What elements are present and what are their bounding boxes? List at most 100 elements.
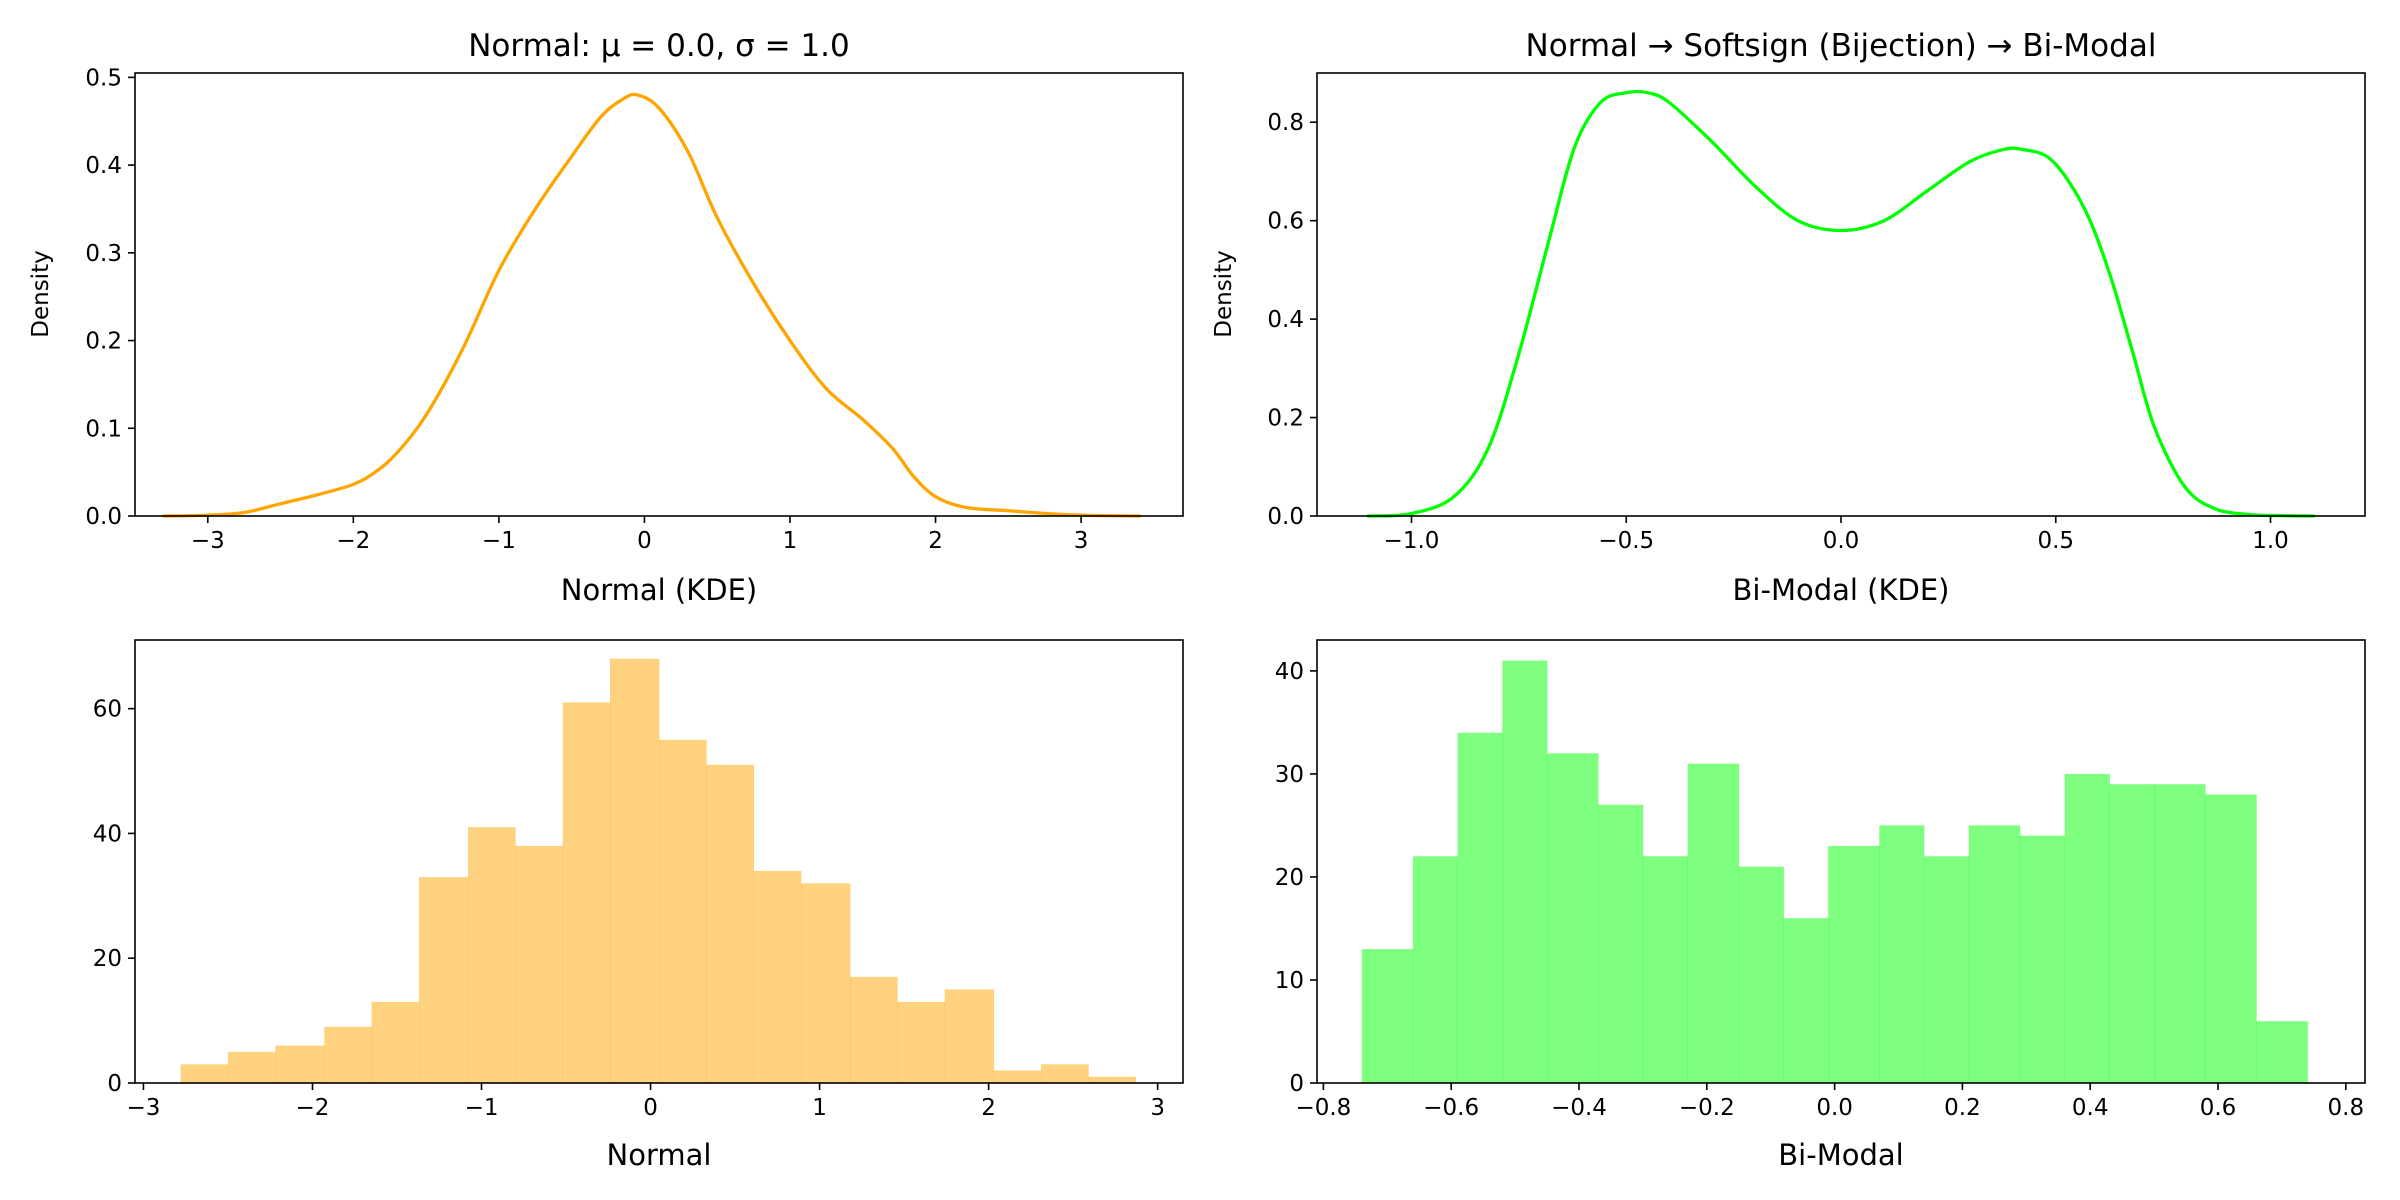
normal-kde-xtick-label-1: −2: [336, 528, 370, 554]
bimodal-hist-ytick-label-1: 10: [1275, 968, 1304, 994]
normal-hist-xtick-label-2: −1: [465, 1095, 499, 1121]
bimodal-hist-bar-14: [2019, 835, 2065, 1083]
bimodal-kde-line-0: [1366, 89, 2316, 518]
normal-kde-panel: Normal: μ = 0.0, σ = 1.0 −3 −2 −1 0 1 2 3 0.00…: [28, 28, 1184, 607]
normal-kde-yticks: 0.0 0.1 0.2 0.3 0.4 0.5: [85, 65, 135, 530]
normal-kde-line-0: [162, 92, 1141, 518]
normal-hist-bar-19: [1088, 1076, 1136, 1083]
normal-hist-bar-8: [562, 702, 611, 1083]
bimodal-hist-bar-17: [2154, 784, 2206, 1083]
bimodal-kde-title: Normal → Softsign (Bijection) → Bi-Modal: [1526, 28, 2157, 64]
bimodal-hist-xlabel: Bi-Modal: [1778, 1138, 1903, 1172]
bimodal-hist-bar-8: [1738, 866, 1784, 1083]
bimodal-hist-panel: −0.8 −0.6 −0.4 −0.2 0.0 0.2 0.4 0.6 0.8 0 10 20 30 4…: [1275, 639, 2366, 1172]
normal-hist-bar-0: [180, 1064, 229, 1083]
normal-hist-ytick-label-3: 60: [93, 697, 122, 723]
bimodal-hist-bar-13: [1968, 825, 2021, 1083]
bimodal-hist-frame: [1316, 639, 2366, 1084]
bimodal-hist-ytick-label-3: 30: [1275, 762, 1304, 788]
normal-kde-xtick-label-6: 3: [1074, 528, 1089, 554]
bimodal-hist-bar-18: [2205, 794, 2257, 1083]
normal-kde-xlabel: Normal (KDE): [561, 573, 757, 607]
bimodal-hist-ytick-label-2: 20: [1275, 865, 1304, 891]
normal-hist-bar-13: [801, 883, 851, 1083]
normal-hist-xtick-label-1: −2: [296, 1095, 330, 1121]
bimodal-hist-ytick-label-0: 0: [1289, 1071, 1304, 1097]
bimodal-hist-bar-9: [1783, 918, 1829, 1083]
bimodal-hist-xticks: −0.8 −0.6 −0.4 −0.2 0.0 0.2 0.4 0.6 0.8: [1295, 1083, 2364, 1121]
normal-hist-bar-9: [610, 658, 660, 1083]
bimodal-hist-xtick-label-6: 0.4: [2072, 1095, 2109, 1121]
bimodal-hist-bar-5: [1598, 804, 1644, 1083]
bimodal-kde-xticks: −1.0 −0.5 0.0 0.5 1.0: [1384, 516, 2289, 554]
bimodal-hist-bar-2: [1457, 732, 1503, 1083]
bimodal-hist-bar-15: [2064, 773, 2110, 1083]
normal-hist-xtick-label-6: 3: [1150, 1095, 1165, 1121]
normal-hist-bar-4: [371, 1001, 420, 1083]
normal-kde-ytick-label-3: 0.3: [85, 241, 122, 267]
normal-hist-bar-18: [1041, 1064, 1089, 1083]
normal-hist-xtick-label-3: 0: [643, 1095, 658, 1121]
bimodal-hist-xtick-label-7: 0.6: [2200, 1095, 2237, 1121]
bimodal-kde-ytick-label-1: 0.2: [1267, 406, 1304, 432]
normal-kde-title: Normal: μ = 0.0, σ = 1.0: [468, 28, 850, 64]
bimodal-hist-ytick-label-4: 40: [1275, 659, 1304, 685]
bimodal-kde-xtick-label-3: 0.5: [2037, 528, 2074, 554]
normal-kde-xtick-label-4: 1: [783, 528, 798, 554]
normal-kde-xtick-label-5: 2: [928, 528, 943, 554]
bimodal-hist-xtick-label-3: −0.2: [1679, 1095, 1735, 1121]
bimodal-hist-xtick-label-2: −0.4: [1551, 1095, 1607, 1121]
normal-kde-ytick-label-4: 0.4: [85, 153, 122, 179]
bimodal-hist-xtick-label-8: 0.8: [2328, 1095, 2365, 1121]
bimodal-kde-ytick-label-2: 0.4: [1267, 307, 1304, 333]
bimodal-hist-bar-11: [1879, 825, 1925, 1083]
normal-hist-bar-16: [944, 989, 995, 1083]
normal-kde-ytick-label-1: 0.1: [85, 416, 122, 442]
bimodal-kde-ytick-label-4: 0.8: [1267, 110, 1304, 136]
bimodal-kde-yticks: 0.0 0.2 0.4 0.6 0.8: [1267, 110, 1317, 530]
normal-kde-ytick-label-2: 0.2: [85, 329, 122, 355]
bimodal-hist-xtick-label-4: 0.0: [1816, 1095, 1853, 1121]
normal-hist-ytick-label-2: 40: [93, 821, 122, 847]
bimodal-hist-bar-6: [1642, 856, 1688, 1083]
normal-kde-xtick-label-2: −1: [482, 528, 516, 554]
bimodal-kde-panel: Normal → Softsign (Bijection) → Bi-Modal…: [1211, 28, 2366, 607]
normal-hist-xticks: −3 −2 −1 0 1 2 3: [126, 1083, 1165, 1121]
normal-kde-marks: [162, 92, 1141, 518]
bimodal-hist-marks: [1361, 660, 2308, 1083]
normal-hist-bar-2: [275, 1045, 325, 1083]
bimodal-kde-xlabel: Bi-Modal (KDE): [1733, 573, 1950, 607]
normal-hist-bar-11: [706, 764, 754, 1083]
normal-kde-ytick-label-0: 0.0: [85, 504, 122, 530]
bimodal-hist-bar-16: [2109, 784, 2155, 1083]
normal-hist-bar-12: [753, 870, 802, 1083]
bimodal-kde-ytick-label-3: 0.6: [1267, 209, 1304, 235]
bimodal-kde-ytick-label-0: 0.0: [1267, 504, 1304, 530]
normal-kde-ylabel: Density: [28, 250, 54, 337]
normal-kde-frame: [134, 72, 1184, 517]
bimodal-hist-xtick-label-0: −0.8: [1295, 1095, 1351, 1121]
bimodal-kde-marks: [1366, 89, 2316, 518]
bimodal-hist-bar-1: [1412, 856, 1458, 1083]
normal-hist-bar-3: [324, 1026, 372, 1083]
bimodal-hist-yticks: 0 10 20 30 40: [1275, 659, 1317, 1097]
normal-hist-bar-1: [228, 1051, 276, 1083]
normal-hist-bar-10: [659, 739, 707, 1083]
normal-kde-ytick-label-5: 0.5: [85, 65, 122, 91]
normal-kde-xticks: −3 −2 −1 0 1 2 3: [191, 516, 1089, 554]
bimodal-hist-xtick-label-5: 0.2: [1944, 1095, 1981, 1121]
normal-hist-xtick-label-0: −3: [126, 1095, 160, 1121]
normal-kde-xtick-label-0: −3: [191, 528, 225, 554]
bimodal-hist-bar-7: [1687, 763, 1740, 1083]
bimodal-hist-bar-12: [1924, 856, 1970, 1083]
normal-hist-panel: −3 −2 −1 0 1 2 3 0 20 40 60 Normal: [93, 639, 1184, 1172]
normal-hist-bar-6: [468, 827, 516, 1083]
bimodal-hist-bar-3: [1502, 660, 1548, 1083]
bimodal-kde-ylabel: Density: [1211, 250, 1237, 337]
normal-hist-bar-5: [419, 877, 469, 1083]
normal-hist-bar-17: [993, 1070, 1042, 1083]
normal-hist-bar-14: [850, 976, 898, 1083]
normal-hist-yticks: 0 20 40 60: [93, 697, 135, 1097]
normal-hist-bar-15: [897, 1001, 945, 1083]
